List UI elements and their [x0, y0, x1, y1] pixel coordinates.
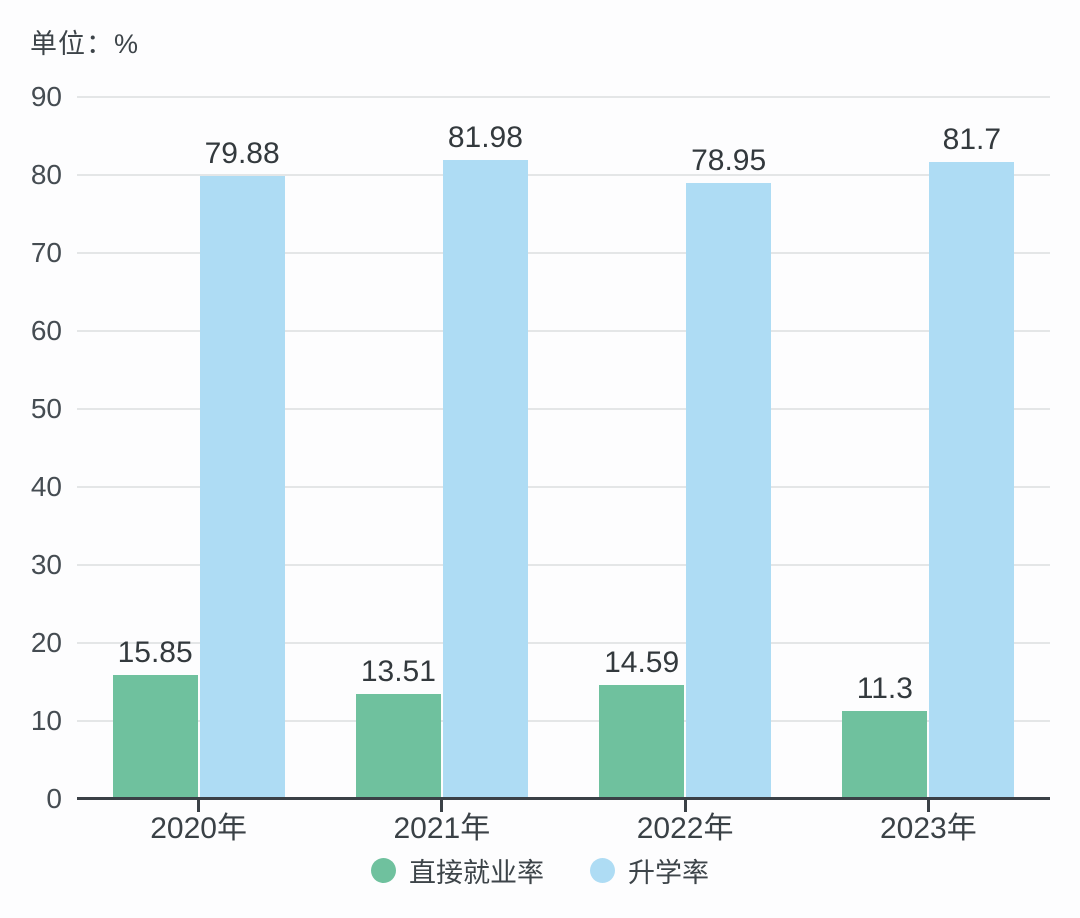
bar-value-label: 15.85	[117, 636, 193, 670]
bar-升学率-2020年	[199, 175, 285, 799]
legend-item-直接就业率: 直接就业率	[371, 851, 544, 890]
x-axis-tick	[683, 800, 687, 812]
bar-直接就业率-2020年	[112, 675, 198, 799]
gridline	[77, 486, 1050, 488]
y-tick-label: 60	[30, 315, 62, 346]
bar-value-label: 11.3	[856, 671, 913, 705]
x-tick-label: 2020年	[150, 812, 247, 845]
bar-value-label: 81.98	[447, 120, 523, 154]
x-tick-label: 2023年	[880, 812, 977, 845]
x-tick-label: 2022年	[636, 812, 734, 845]
bar-value-label: 79.88	[204, 136, 280, 170]
legend-item-升学率: 升学率	[590, 851, 709, 890]
y-tick-label: 10	[30, 705, 62, 736]
gridline	[77, 564, 1050, 566]
y-tick-label: 20	[30, 627, 62, 658]
x-axis-line	[77, 797, 1050, 800]
gridline	[77, 642, 1050, 644]
bar-value-label: 78.95	[691, 144, 767, 178]
bar-value-label: 13.51	[360, 654, 436, 688]
bar-value-label: 14.59	[604, 646, 680, 680]
gridline	[77, 252, 1050, 254]
gridline	[77, 174, 1050, 176]
gridline	[77, 330, 1050, 332]
bar-升学率-2021年	[442, 159, 528, 799]
x-axis-tick	[197, 800, 201, 812]
bar-升学率-2022年	[686, 183, 772, 799]
gridline	[77, 408, 1050, 410]
y-tick-label: 70	[30, 237, 62, 268]
y-tick-label: 0	[46, 783, 62, 814]
x-axis-tick	[440, 800, 444, 812]
x-axis-tick	[926, 800, 930, 812]
y-tick-label: 30	[30, 549, 62, 580]
bar-直接就业率-2023年	[842, 710, 928, 799]
y-tick-label: 90	[30, 81, 62, 112]
bar-value-label: 81.7	[942, 122, 1002, 156]
y-tick-label: 40	[30, 471, 62, 502]
gridline	[77, 96, 1050, 98]
legend-dot-icon	[590, 858, 615, 883]
gridline	[77, 720, 1050, 722]
unit-label: 单位：%	[30, 29, 140, 59]
legend-label: 升学率	[628, 858, 709, 888]
y-tick-label: 80	[30, 159, 62, 190]
y-tick-label: 50	[30, 393, 62, 424]
bar-升学率-2023年	[929, 161, 1015, 799]
bar-直接就业率-2021年	[355, 693, 441, 799]
bar-直接就业率-2022年	[599, 685, 685, 799]
legend: 直接就业率 升学率	[0, 851, 1080, 890]
x-tick-label: 2021年	[393, 812, 491, 845]
legend-label: 直接就业率	[409, 858, 544, 888]
legend-dot-icon	[371, 858, 396, 883]
